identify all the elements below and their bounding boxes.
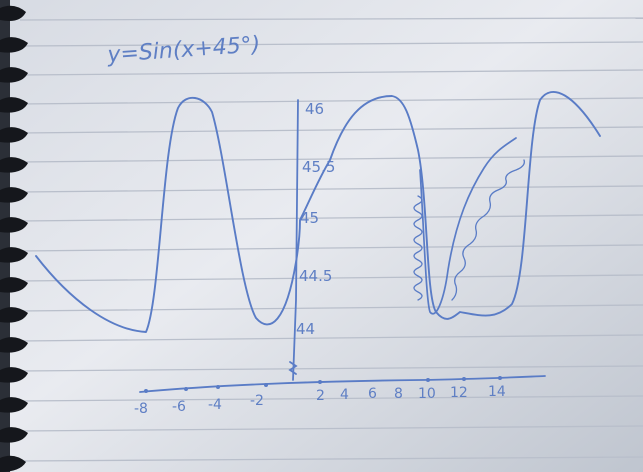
x-axis-tick-dots: [144, 376, 502, 393]
x-tick-8: 8: [394, 386, 403, 402]
x-tick-4: 4: [340, 387, 349, 403]
ruled-lines: [19, 17, 643, 462]
y-axis-line: [292, 99, 299, 381]
x-tick-10: 10: [418, 386, 436, 402]
x-tick-neg2: -2: [250, 393, 264, 409]
x-tick-14: 14: [488, 384, 506, 400]
y-tick-44: 44: [296, 320, 315, 338]
y-tick-45: 45: [300, 209, 319, 227]
x-tick-6: 6: [368, 386, 377, 402]
scribble-wave-2: [451, 159, 525, 301]
hand-drawn-axes: [139, 99, 546, 393]
x-axis-line: [139, 375, 546, 393]
x-tick-neg4: -4: [208, 397, 222, 413]
x-tick-12: 12: [450, 385, 468, 401]
spiral-binding: [0, 0, 28, 472]
x-tick-2: 2: [316, 388, 325, 404]
y-tick-45.5: 45.5: [302, 158, 335, 176]
scribble-wave-1: [413, 195, 423, 301]
x-tick-neg8: -8: [134, 401, 148, 417]
sine-curve: [35, 90, 601, 333]
overlap-curve: [419, 137, 517, 315]
x-tick-neg6: -6: [172, 399, 186, 415]
y-tick-46: 46: [305, 100, 324, 118]
y-tick-44.5: 44.5: [299, 267, 332, 285]
y-tick-labels: 46 45.5 45 44.5 44: [296, 100, 335, 338]
axis-break-mark: [288, 361, 298, 375]
x-tick-labels: -8 -6 -4 -2 2 4 6 8 10 12 14: [134, 384, 506, 417]
